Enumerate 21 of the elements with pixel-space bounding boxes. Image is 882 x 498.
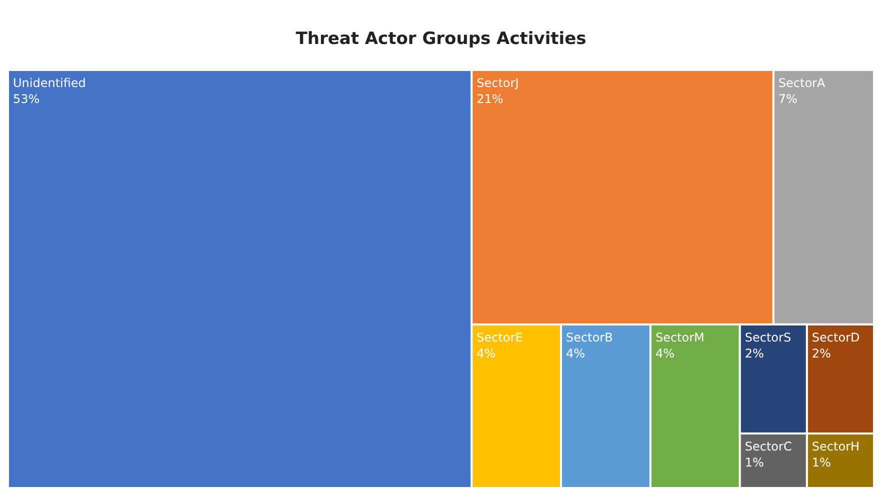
- data-label: 53%: [13, 92, 40, 106]
- category-label: SectorB: [566, 330, 613, 344]
- category-label: Unidentified: [13, 76, 86, 90]
- category-label: SectorC: [744, 439, 792, 454]
- data-label: 1%: [812, 455, 831, 470]
- category-label: SectorH: [812, 439, 860, 454]
- category-label: SectorS: [744, 330, 792, 344]
- data-label: 7%: [778, 92, 798, 106]
- category-label: SectorJ: [476, 76, 519, 90]
- data-label: 4%: [476, 346, 496, 360]
- data-label: 4%: [566, 346, 586, 360]
- category-label: SectorA: [778, 76, 826, 90]
- data-label: 1%: [744, 455, 764, 470]
- category-label: SectorD: [812, 330, 860, 344]
- data-label: 4%: [655, 346, 674, 360]
- data-label: 2%: [744, 346, 764, 360]
- category-label: SectorM: [655, 330, 704, 344]
- category-label: SectorE: [476, 330, 523, 344]
- data-label: 2%: [812, 346, 831, 360]
- text: Threat Actor Groups Activities: [294, 28, 588, 51]
- data-label: 21%: [476, 92, 504, 106]
